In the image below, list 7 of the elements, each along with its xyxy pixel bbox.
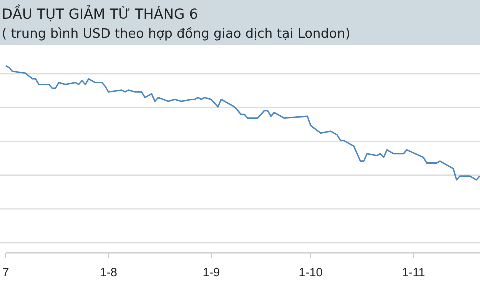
- x-tick-label: 1-9: [202, 266, 221, 280]
- x-tick-label: 1-11: [402, 266, 426, 280]
- x-tick-label: 7: [2, 266, 10, 280]
- x-tick-label: 1-8: [100, 266, 118, 280]
- x-tick-label: 1-10: [298, 266, 324, 280]
- chart-subtitle: ( trung bình USD theo hợp đồng giao dịch tại London): [2, 26, 351, 42]
- chart-title: DẦU TỤT GIẢM TỪ THÁNG 6: [2, 4, 198, 23]
